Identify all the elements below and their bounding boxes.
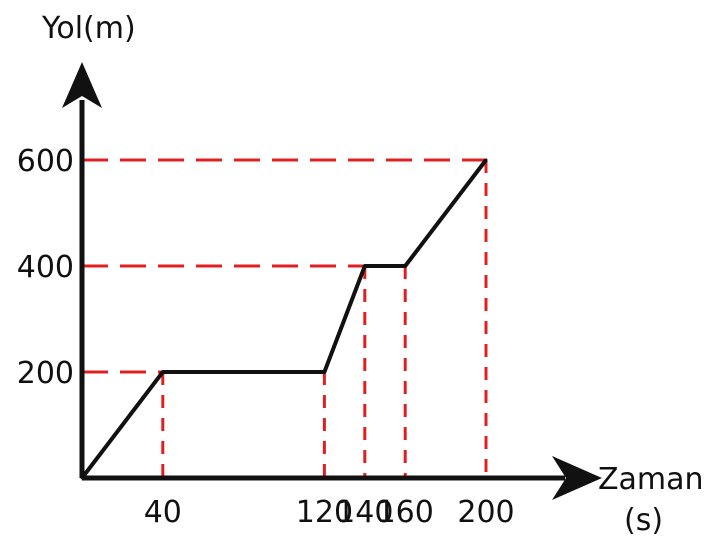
y-axis-arrow (62, 62, 102, 108)
y-tick-label: 600 (17, 144, 74, 179)
dashed-guides (82, 158, 488, 478)
x-axis-unit: (s) (624, 503, 663, 538)
x-axis-title: Zaman (598, 462, 704, 497)
y-tick-label: 400 (17, 250, 74, 285)
data-point (322, 370, 326, 374)
series (80, 158, 488, 480)
data-point (80, 476, 84, 480)
y-tick-label: 200 (17, 356, 74, 391)
x-axis-arrow (552, 456, 602, 500)
y-axis-title: Yol(m) (41, 11, 136, 46)
x-tick-label: 40 (144, 495, 182, 530)
x-tick-label: 140 (336, 495, 393, 530)
data-point (403, 264, 407, 268)
axes (62, 62, 602, 500)
series-line (80, 158, 488, 480)
x-tick-label: 120 (296, 495, 353, 530)
x-tick-label: 200 (457, 495, 514, 530)
x-tick-label: 160 (377, 495, 434, 530)
data-point (484, 158, 488, 162)
data-point (161, 370, 165, 374)
data-point (363, 264, 367, 268)
